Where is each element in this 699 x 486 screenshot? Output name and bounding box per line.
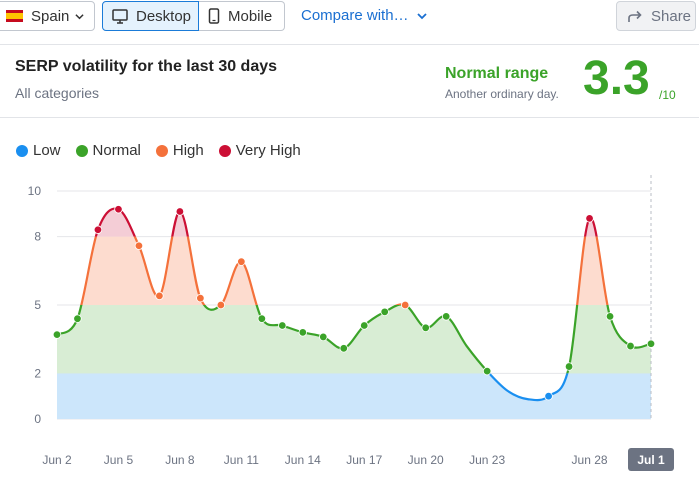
card-header: SERP volatility for the last 30 days All… (0, 45, 699, 118)
legend-label: Normal (92, 142, 141, 159)
x-tick-label: Jun 23 (469, 453, 505, 467)
data-point (298, 328, 307, 337)
data-point (114, 205, 123, 214)
legend-item-very-high[interactable]: Very High (218, 142, 301, 159)
data-point (421, 323, 430, 332)
y-tick-label: 10 (28, 184, 42, 198)
legend-label: Low (33, 142, 61, 159)
data-point (605, 312, 615, 321)
legend-dot (75, 144, 88, 157)
chevron-down-icon (75, 13, 84, 19)
device-toggle: Desktop Mobile (102, 1, 285, 31)
legend-dot (16, 144, 28, 157)
volatility-card: SERP volatility for the last 30 days All… (0, 44, 699, 486)
data-point (339, 344, 348, 353)
y-tick-label: 0 (34, 412, 41, 426)
y-tick-label: 2 (34, 366, 41, 380)
y-tick-label: 8 (34, 230, 41, 244)
volatility-chart: 0 2 5 8 10 Jun 2 Jun 5 Jun 8 Jun 11 Jun 14 Jun 17 J… (28, 175, 674, 471)
desktop-icon (112, 8, 128, 24)
compare-with-link[interactable]: Compare with… (301, 7, 427, 24)
data-point (441, 312, 451, 321)
data-point (257, 314, 267, 323)
data-point (134, 241, 144, 250)
x-tick-highlight (628, 448, 674, 471)
country-label: Spain (31, 7, 70, 25)
chevron-down-icon (416, 12, 427, 19)
share-button[interactable]: Share (616, 1, 696, 31)
data-point (237, 257, 246, 266)
card-subtitle: All categories (15, 85, 100, 101)
card-title: SERP volatility for the last 30 days (15, 58, 278, 75)
x-tick-label: Jun 5 (104, 453, 134, 467)
data-point (401, 300, 410, 310)
band-very-high (57, 208, 651, 237)
range-label: Normal range (445, 65, 549, 82)
share-label: Share (651, 7, 692, 25)
y-tick-label: 5 (34, 298, 41, 312)
legend-dot (218, 144, 231, 157)
x-tick-label: Jun 8 (165, 453, 195, 467)
data-point (482, 366, 492, 376)
data-point (544, 391, 553, 401)
mobile-label: Mobile (228, 7, 273, 25)
data-point (585, 214, 594, 223)
data-point (216, 300, 226, 310)
data-point (52, 330, 62, 339)
share-arrow-icon (628, 10, 642, 22)
data-point (155, 291, 164, 301)
data-point (646, 339, 656, 348)
data-point (564, 362, 574, 371)
legend-label: High (172, 142, 204, 159)
toolbar: Spain Desktop Mobile Compare with… Share (0, 0, 699, 33)
data-point (93, 225, 103, 234)
x-tick-label: Jun 20 (408, 453, 444, 467)
x-tick-label: Jun 2 (42, 453, 72, 467)
data-point (278, 321, 287, 330)
x-tick-label: Jun 17 (346, 453, 382, 467)
x-tick-label: Jul 1 (637, 453, 665, 467)
spain-flag-icon (6, 10, 23, 22)
mobile-button[interactable]: Mobile (199, 1, 285, 31)
series-line-normal (56, 305, 652, 374)
desktop-button[interactable]: Desktop (102, 1, 199, 31)
data-point (73, 314, 82, 323)
x-tick-label: Jun 28 (572, 453, 608, 467)
data-point (626, 341, 635, 351)
x-tick-label: Jun 14 (285, 453, 321, 467)
legend-item-low[interactable]: Low (16, 142, 61, 159)
legend-item-normal[interactable]: Normal (75, 142, 141, 159)
volatility-score-max: /10 (659, 88, 676, 102)
data-point (380, 307, 389, 317)
legend-label: Very High (235, 142, 301, 159)
x-tick-label: Jun 11 (224, 453, 259, 467)
data-point (196, 293, 205, 303)
legend-dot (155, 144, 168, 157)
band-low (57, 373, 651, 419)
country-selector[interactable]: Spain (0, 1, 95, 31)
data-point (360, 321, 369, 330)
mobile-icon (208, 8, 220, 24)
chart-legend: Low Normal High Very High (16, 142, 316, 159)
legend-item-high[interactable]: High (155, 142, 204, 159)
data-point (175, 207, 185, 216)
data-point (319, 332, 328, 342)
series-line-low (487, 373, 569, 402)
compare-label: Compare with… (301, 7, 409, 24)
volatility-score: 3.3 (583, 52, 650, 105)
range-description: Another ordinary day. (445, 87, 559, 101)
desktop-label: Desktop (136, 7, 192, 25)
